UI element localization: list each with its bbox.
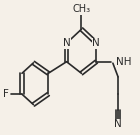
Text: N: N (114, 119, 122, 129)
Text: N: N (63, 38, 70, 48)
Text: NH: NH (116, 57, 131, 67)
Text: N: N (92, 38, 100, 48)
Text: CH₃: CH₃ (72, 4, 90, 14)
Text: F: F (3, 89, 9, 99)
